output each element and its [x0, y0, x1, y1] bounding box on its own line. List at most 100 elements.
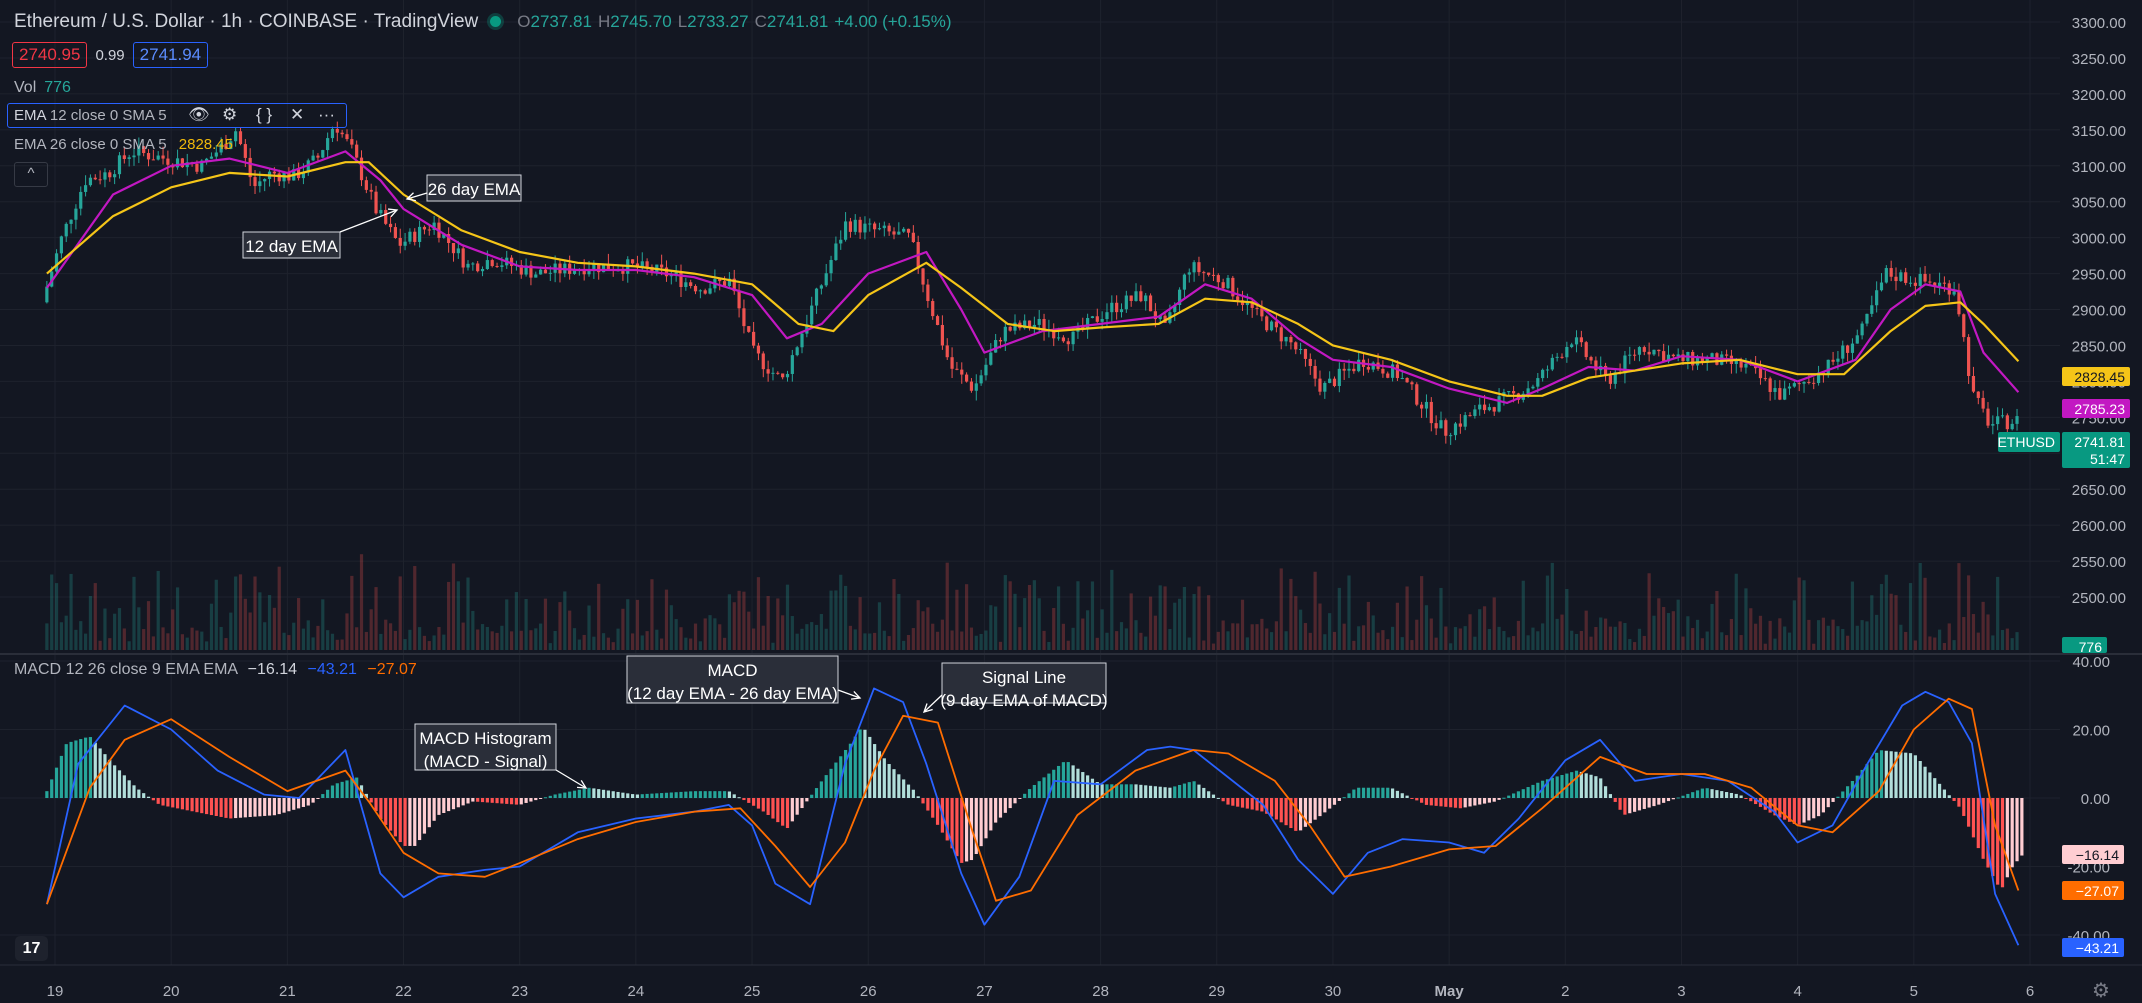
- volume-bar: [1420, 576, 1424, 650]
- macd-histogram-bar: [664, 792, 669, 798]
- eye-icon[interactable]: 👁: [188, 105, 210, 124]
- volume-bar: [1836, 626, 1840, 650]
- macd-histogram-bar: [1647, 798, 1651, 808]
- ema12-annotation-box: [242, 231, 341, 259]
- candle-body: [1768, 378, 1772, 392]
- macd-legend[interactable]: MACD 12 26 close 9 EMA EMA −16.14 −43.21…: [14, 661, 417, 678]
- macd-histogram-bar: [1560, 774, 1564, 798]
- candle-body: [1976, 391, 1980, 398]
- candle-body: [1565, 347, 1569, 358]
- volume-bar: [1662, 606, 1666, 650]
- macd-histogram-bar: [1952, 798, 1956, 801]
- volume-bar: [427, 641, 431, 650]
- candle-body: [756, 345, 761, 354]
- volume-bar: [1502, 631, 1506, 650]
- volume-bar: [59, 622, 63, 650]
- settings-icon[interactable]: ⚙: [2092, 980, 2110, 1002]
- macd-histogram-bar: [393, 798, 397, 837]
- macd-histogram-bar: [1168, 787, 1172, 798]
- volume-bar: [1821, 617, 1825, 650]
- volume-bar: [747, 611, 751, 650]
- macd-histogram-bar: [122, 775, 126, 798]
- volume-bar: [447, 581, 451, 650]
- macd-histogram-bar: [1574, 770, 1579, 798]
- macd-histogram-bar: [756, 798, 761, 809]
- hist-value-badge: −16.14: [2062, 845, 2124, 864]
- volume-bar: [1226, 631, 1230, 650]
- candle-body: [1124, 295, 1128, 310]
- candle-body: [466, 263, 470, 268]
- macd-histogram-bar: [1894, 751, 1898, 798]
- macd-histogram-bar: [892, 769, 896, 798]
- candle-body: [1139, 291, 1143, 302]
- candle-body: [108, 172, 112, 178]
- gear-icon[interactable]: ⚙: [222, 105, 238, 124]
- macd-histogram-bar: [1507, 795, 1511, 798]
- candle-body: [1996, 416, 2000, 425]
- candle-body: [1328, 378, 1332, 383]
- volume-bar: [989, 605, 993, 650]
- candle-body: [1783, 388, 1787, 400]
- macd-histogram-bar: [539, 798, 543, 799]
- signal-line: [46, 697, 2020, 905]
- macd-histogram-bar: [398, 798, 402, 843]
- tradingview-logo[interactable]: 17: [15, 936, 48, 961]
- ema12-legend[interactable]: EMA 12 close 0 SMA 5 👁 ⚙ { } ✕ ···: [7, 103, 347, 128]
- macd-histogram-bar: [1240, 798, 1245, 808]
- macd-histogram-bar: [1846, 786, 1850, 798]
- volume-bar: [800, 628, 804, 650]
- volume-legend[interactable]: Vol 776: [14, 79, 71, 97]
- macd-histogram-bar: [476, 798, 480, 802]
- candle-body: [1937, 282, 1942, 287]
- volume-bar: [1560, 614, 1564, 650]
- time-tick-label: 19: [47, 983, 64, 1000]
- candle-body: [853, 219, 857, 232]
- price-tick-label: 3300.00: [2072, 15, 2126, 32]
- candle-body: [1255, 307, 1259, 309]
- candle-body: [1797, 383, 1801, 385]
- volume-bar: [1516, 620, 1521, 650]
- macd-histogram-bar: [2000, 798, 2005, 888]
- candle-body: [601, 263, 606, 273]
- candle-body: [1816, 372, 1821, 383]
- volume-bar: [1381, 630, 1385, 650]
- volume-bar: [1395, 602, 1400, 650]
- candle-body: [1850, 343, 1855, 353]
- sell-price-button[interactable]: 2740.95: [12, 42, 88, 68]
- symbol-title[interactable]: Ethereum / U.S. Dollar · 1h · COINBASE ·…: [14, 11, 479, 32]
- ema26-legend[interactable]: EMA 26 close 0 SMA 5 2828.45: [14, 136, 233, 153]
- candle-body: [1734, 359, 1738, 365]
- collapse-legend-button[interactable]: ^: [14, 162, 48, 187]
- close-icon[interactable]: ✕: [290, 105, 305, 124]
- more-icon[interactable]: ···: [318, 105, 335, 124]
- macd-histogram-bar: [621, 792, 625, 798]
- macd-histogram-bar: [945, 798, 949, 841]
- candle-body: [858, 219, 862, 233]
- candle-body: [1492, 407, 1496, 412]
- volume-bar: [1105, 632, 1109, 650]
- volume-bar: [200, 631, 204, 650]
- volume-bar: [127, 641, 131, 650]
- candle-body: [485, 260, 489, 270]
- buy-price-button[interactable]: 2741.94: [132, 42, 209, 68]
- macd-pane: [45, 687, 2024, 946]
- candle-body: [1541, 369, 1545, 379]
- macd-histogram-bar: [1904, 752, 1908, 798]
- volume-bar: [1018, 627, 1022, 650]
- ema-lines: [46, 150, 2020, 404]
- candle-body: [224, 143, 228, 149]
- volume-bar: [1996, 576, 2000, 650]
- macd-params: 12 26 close 9 EMA EMA: [65, 661, 238, 678]
- macd-histogram-bar: [785, 798, 790, 829]
- volume-bar: [1458, 628, 1462, 650]
- macd-histogram-bar: [897, 774, 901, 798]
- macd-annotation-text: (12 day EMA - 26 day EMA): [627, 684, 838, 703]
- candle-body: [1274, 321, 1279, 328]
- volume-bar: [1778, 618, 1782, 650]
- braces-icon[interactable]: { }: [256, 105, 273, 124]
- macd-histogram-bar: [868, 736, 872, 798]
- candle-body: [1216, 275, 1220, 283]
- volume-bar: [132, 576, 136, 650]
- ema12-price-badge-text: 2785.23: [2074, 401, 2125, 417]
- macd-histogram-bar: [1342, 797, 1346, 799]
